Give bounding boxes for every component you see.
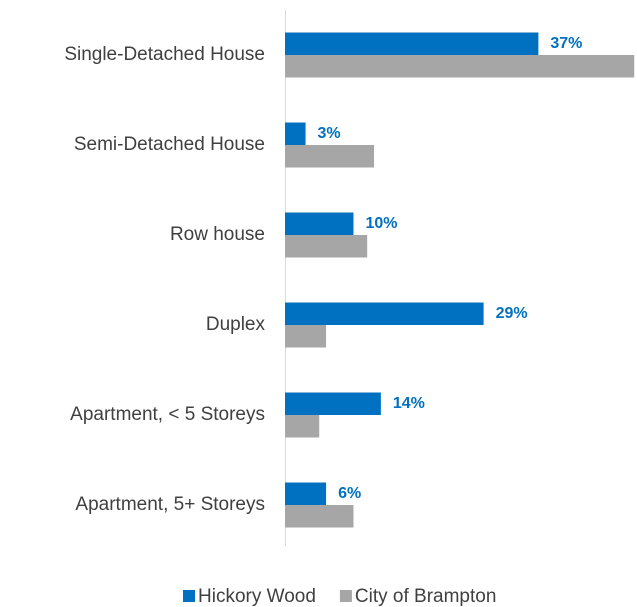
bar (285, 392, 381, 415)
data-label: 29% (496, 305, 528, 322)
bar (285, 505, 354, 528)
data-label: 37% (550, 35, 582, 52)
legend-swatch (183, 590, 195, 602)
data-label: 10% (365, 215, 397, 232)
bar (285, 55, 635, 78)
legend-swatch (339, 590, 352, 602)
legend-label: Hickory Wood (198, 586, 316, 607)
data-label: 3% (318, 125, 341, 142)
category-label: Semi-Detached House (74, 134, 265, 155)
bar (285, 235, 368, 258)
data-label: 6% (338, 485, 361, 502)
bar (285, 325, 327, 348)
legend-label: City of Brampton (355, 586, 497, 607)
category-label: Duplex (206, 314, 266, 335)
category-label: Apartment, 5+ Storeys (75, 494, 265, 515)
bar (285, 145, 375, 168)
data-label: 14% (393, 395, 425, 412)
category-label: Row house (170, 224, 265, 245)
bar (285, 212, 354, 235)
bar (285, 302, 484, 325)
bar (285, 482, 327, 505)
bar (285, 32, 539, 55)
category-label: Apartment, < 5 Storeys (70, 404, 265, 425)
bar (285, 415, 320, 438)
bar (285, 122, 306, 145)
category-label: Single-Detached House (64, 44, 265, 65)
